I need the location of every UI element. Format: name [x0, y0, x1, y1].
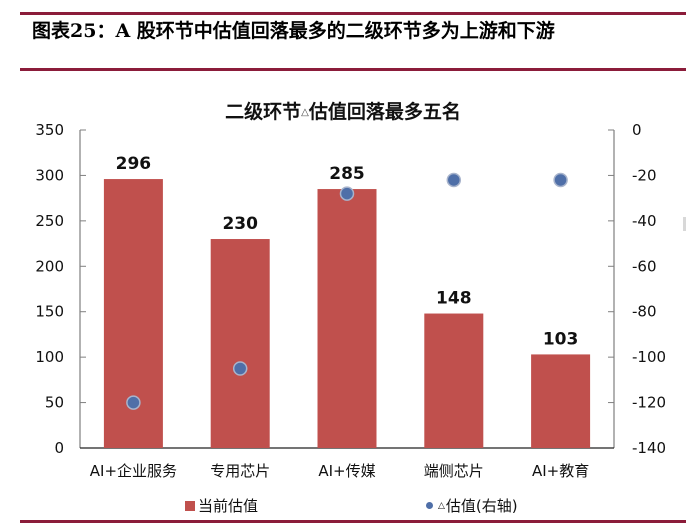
- chart-title: 二级环节△估值回落最多五名: [0, 97, 686, 124]
- svg-text:0: 0: [54, 439, 64, 457]
- caption-rule: [20, 68, 686, 71]
- scatter-point-1: [232, 361, 248, 376]
- svg-text:-120: -120: [632, 394, 666, 412]
- svg-text:200: 200: [35, 257, 64, 275]
- edge-marker: [683, 217, 686, 231]
- chart-title-part2: 估值回落最多五名: [308, 101, 461, 123]
- x-tick-label: AI+教育: [532, 462, 589, 480]
- svg-text:-20: -20: [632, 166, 657, 184]
- bar-4: [531, 354, 591, 448]
- svg-text:-100: -100: [632, 348, 666, 366]
- scatter-point-3: [446, 172, 462, 188]
- bar-3: [424, 313, 484, 448]
- svg-text:250: 250: [35, 212, 64, 230]
- scatter-point-4: [553, 172, 568, 188]
- scatter-point-0: [126, 395, 141, 410]
- svg-text:-40: -40: [632, 212, 657, 230]
- top-rule: [20, 12, 686, 15]
- legend-item-current-valuation: 当前估值: [185, 495, 258, 516]
- svg-text:-60: -60: [632, 257, 657, 275]
- svg-text:300: 300: [35, 166, 64, 184]
- bar-2: [317, 189, 377, 449]
- svg-text:150: 150: [35, 303, 64, 321]
- svg-text:-80: -80: [632, 303, 657, 321]
- chart-title-part1: 二级环节: [225, 101, 302, 123]
- bar-data-label: 148: [436, 289, 472, 309]
- svg-text:350: 350: [35, 121, 64, 139]
- bar-1: [210, 239, 270, 448]
- legend-label: 当前估值: [198, 497, 259, 515]
- bar-data-label: 285: [329, 164, 365, 184]
- delta-triangle-icon: △: [301, 107, 309, 118]
- bar-data-label: 103: [543, 329, 579, 349]
- svg-text:100: 100: [35, 348, 64, 366]
- x-axis-labels: AI+企业服务 专用芯片 AI+传媒 端侧芯片 AI+教育: [90, 462, 589, 480]
- left-y-axis: 350 300 250 200 150 100 50 0: [35, 121, 86, 457]
- scatter-series: [126, 172, 568, 410]
- x-tick-label: 专用芯片: [210, 462, 270, 480]
- bottom-rule: [20, 520, 686, 523]
- figure-caption: 图表25：A 股环节中估值回落最多的二级环节多为上游和下游: [32, 20, 555, 42]
- x-tick-label: AI+企业服务: [90, 462, 177, 480]
- dot-legend-swatch-icon: [426, 502, 433, 509]
- svg-text:50: 50: [45, 394, 64, 412]
- x-tick-label: 端侧芯片: [424, 462, 484, 480]
- legend-item-delta-valuation: △ 估值(右轴): [426, 495, 518, 516]
- legend-label: 估值(右轴): [445, 497, 518, 515]
- x-tick-label: AI+传媒: [318, 462, 375, 480]
- bar-legend-swatch-icon: [185, 500, 195, 511]
- svg-text:-140: -140: [632, 439, 666, 457]
- scatter-point-2: [339, 186, 355, 201]
- bar-data-label: 296: [116, 154, 152, 174]
- svg-text:0: 0: [632, 121, 642, 139]
- delta-triangle-icon: △: [438, 500, 445, 511]
- bar-data-label: 230: [222, 214, 258, 234]
